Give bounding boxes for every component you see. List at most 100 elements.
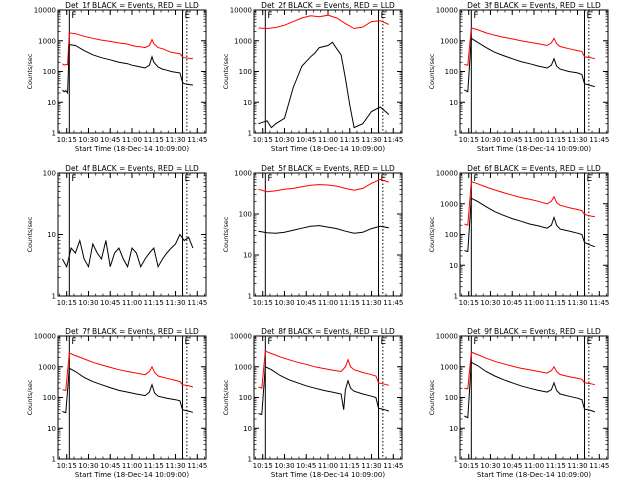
x-tick-label: 11:00 xyxy=(524,462,544,470)
x-axis-label: Start Time (18-Dec-14 10:09:00) xyxy=(271,145,385,153)
series-line-1 xyxy=(258,14,390,30)
y-tick-label: 10 xyxy=(243,99,252,107)
y-axis-label: Counts/sec xyxy=(428,216,436,252)
x-axis-label: Start Time (18-Dec-14 10:09:00) xyxy=(477,471,591,479)
event-marker-label: F xyxy=(267,337,272,347)
event-marker-label: E xyxy=(586,174,592,184)
plot-frame xyxy=(459,9,609,134)
series-line-1 xyxy=(464,351,596,390)
y-tick-label: 1000 xyxy=(38,37,56,45)
series-line-2 xyxy=(62,44,193,95)
chart-panel-3: Det_3f BLACK = Events, RED = LLD 1 10 100 10… xyxy=(428,1,609,153)
x-tick-label: 10:30 xyxy=(78,136,98,144)
event-marker-label: E xyxy=(184,174,190,184)
y-tick-label: 10000 xyxy=(436,333,458,341)
y-tick-label: 1000 xyxy=(234,37,252,45)
y-tick-label: 100 xyxy=(43,170,56,178)
event-marker-label: E xyxy=(380,174,386,184)
chart-panel-1: Det_1f BLACK = Events, RED = LLD 1 10 100 10… xyxy=(26,1,207,153)
chart-title: Det_7f BLACK = Events, RED = LLD xyxy=(65,327,199,336)
y-tick-label: 10000 xyxy=(436,170,458,178)
x-tick-label: 10:15 xyxy=(253,136,273,144)
x-tick-label: 11:15 xyxy=(340,136,360,144)
series-line-1 xyxy=(62,352,194,392)
y-axis-label: Counts/sec xyxy=(222,53,230,89)
chart-title: Det_1f BLACK = Events, RED = LLD xyxy=(65,1,199,10)
y-tick-label: 100 xyxy=(239,68,252,76)
x-tick-label: 11:45 xyxy=(187,136,207,144)
x-tick-label: 11:30 xyxy=(165,299,185,307)
event-marker-label: F xyxy=(473,11,478,21)
x-tick-label: 11:45 xyxy=(187,299,207,307)
x-tick-label: 11:30 xyxy=(165,136,185,144)
x-tick-label: 10:30 xyxy=(480,299,500,307)
event-marker-label: E xyxy=(586,11,592,21)
plot-frame xyxy=(253,9,403,134)
chart-panel-2: Det_2f BLACK = Events, RED = LLD 1 10 100 10… xyxy=(222,1,403,153)
series-line-2 xyxy=(62,367,194,414)
series-line-1 xyxy=(464,27,596,66)
x-tick-label: 11:15 xyxy=(144,136,164,144)
y-tick-label: 100 xyxy=(43,68,56,76)
chart-panel-8: Det_8f BLACK = Events, RED = LLD 1 10 100 10… xyxy=(222,327,403,479)
x-tick-label: 10:30 xyxy=(274,136,294,144)
series-line-1 xyxy=(61,233,194,269)
y-tick-label: 1 xyxy=(52,456,56,464)
series-line-2 xyxy=(464,37,596,93)
x-axis-label: Start Time (18-Dec-14 10:09:00) xyxy=(75,471,189,479)
y-tick-label: 10 xyxy=(47,425,56,433)
y-tick-label: 1000 xyxy=(38,363,56,371)
x-tick-label: 11:15 xyxy=(340,299,360,307)
series-line-2 xyxy=(258,366,390,416)
y-tick-label: 1000 xyxy=(440,200,458,208)
y-tick-label: 10 xyxy=(243,425,252,433)
y-tick-label: 10 xyxy=(243,252,252,260)
chart-title: Det_9f BLACK = Events, RED = LLD xyxy=(467,327,601,336)
y-tick-label: 10000 xyxy=(230,333,252,341)
y-tick-label: 1000 xyxy=(234,170,252,178)
y-tick-label: 10000 xyxy=(34,333,56,341)
x-axis-label: Start Time (18-Dec-14 10:09:00) xyxy=(271,471,385,479)
series-line-1 xyxy=(464,181,595,226)
event-marker-label: F xyxy=(71,174,76,184)
event-marker-label: F xyxy=(267,11,272,21)
x-tick-label: 11:15 xyxy=(546,299,566,307)
event-marker-label: F xyxy=(71,337,76,347)
chart-panel-6: Det_6f BLACK = Events, RED = LLD 1 10 100 10… xyxy=(428,164,609,307)
x-tick-label: 11:00 xyxy=(318,462,338,470)
plot-frame xyxy=(253,172,403,297)
x-tick-label: 10:15 xyxy=(253,299,273,307)
y-tick-label: 100 xyxy=(43,394,56,402)
x-tick-label: 11:00 xyxy=(122,299,142,307)
series-line-2 xyxy=(258,225,389,234)
x-tick-label: 11:00 xyxy=(318,136,338,144)
event-marker-label: E xyxy=(184,11,190,21)
plot-frame xyxy=(459,172,609,297)
series-line-2 xyxy=(464,197,596,253)
chart-title: Det_3f BLACK = Events, RED = LLD xyxy=(467,1,601,10)
chart-title: Det_4f BLACK = Events, RED = LLD xyxy=(65,164,199,173)
x-tick-label: 11:45 xyxy=(589,462,609,470)
x-tick-label: 10:15 xyxy=(459,462,479,470)
y-tick-label: 1 xyxy=(454,130,458,138)
y-axis-label: Counts/sec xyxy=(26,216,34,252)
x-axis-label: Start Time (18-Dec-14 10:09:00) xyxy=(75,145,189,153)
y-tick-label: 10 xyxy=(47,99,56,107)
series-line-2 xyxy=(464,361,596,419)
event-marker-label: E xyxy=(184,337,190,347)
x-tick-label: 11:30 xyxy=(567,462,587,470)
event-marker-label: F xyxy=(267,174,272,184)
x-tick-label: 10:30 xyxy=(480,462,500,470)
x-tick-label: 11:30 xyxy=(165,462,185,470)
plot-frame xyxy=(459,335,609,460)
event-marker-label: E xyxy=(586,337,592,347)
chart-title: Det_8f BLACK = Events, RED = LLD xyxy=(261,327,395,336)
x-tick-label: 10:45 xyxy=(296,299,316,307)
x-tick-label: 11:00 xyxy=(122,462,142,470)
x-tick-label: 10:30 xyxy=(78,462,98,470)
x-tick-label: 10:30 xyxy=(274,299,294,307)
y-tick-label: 1 xyxy=(454,456,458,464)
x-tick-label: 10:15 xyxy=(57,462,77,470)
y-axis-label: Counts/sec xyxy=(428,53,436,89)
